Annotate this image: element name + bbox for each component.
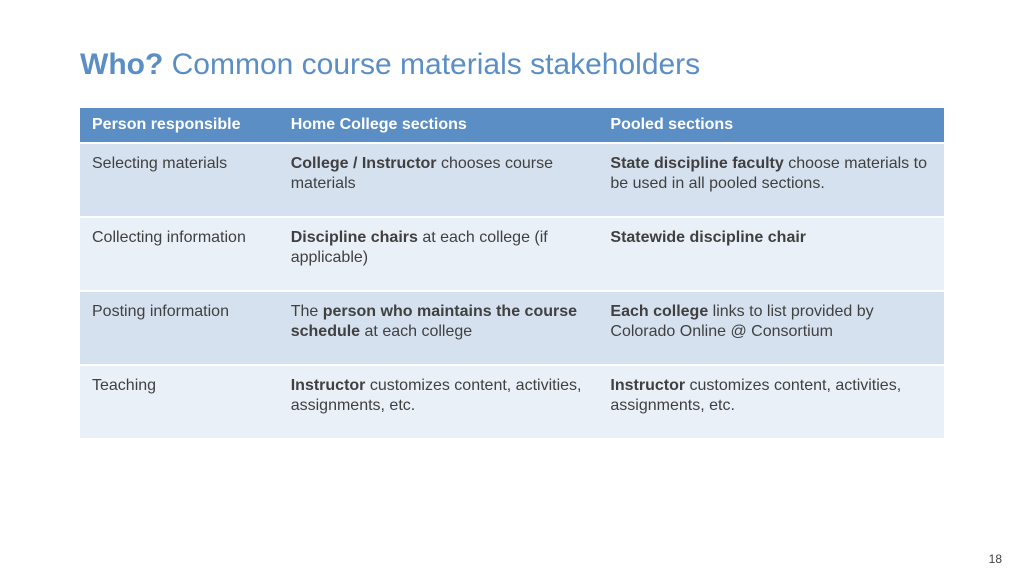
stakeholders-table: Person responsible Home College sections… <box>80 106 944 440</box>
table-row: Collecting information Discipline chairs… <box>80 218 944 290</box>
row-label: Teaching <box>80 366 279 438</box>
page-number: 18 <box>989 552 1002 566</box>
row-pool: Instructor customizes content, activitie… <box>598 366 944 438</box>
header-home: Home College sections <box>279 108 599 142</box>
table-row: Teaching Instructor customizes content, … <box>80 366 944 438</box>
table-header-row: Person responsible Home College sections… <box>80 108 944 142</box>
header-person: Person responsible <box>80 108 279 142</box>
slide-title: Who? Common course materials stakeholder… <box>80 48 944 82</box>
row-pool: Statewide discipline chair <box>598 218 944 290</box>
row-label: Selecting materials <box>80 144 279 216</box>
row-home: Instructor customizes content, activitie… <box>279 366 599 438</box>
title-bold: Who? <box>80 48 163 81</box>
slide: Who? Common course materials stakeholder… <box>0 0 1024 576</box>
row-pool: State discipline faculty choose material… <box>598 144 944 216</box>
title-rest: Common course materials stakeholders <box>163 48 700 81</box>
row-label: Posting information <box>80 292 279 364</box>
row-home: Discipline chairs at each college (if ap… <box>279 218 599 290</box>
row-home: College / Instructor chooses course mate… <box>279 144 599 216</box>
table-row: Selecting materials College / Instructor… <box>80 144 944 216</box>
row-home: The person who maintains the course sche… <box>279 292 599 364</box>
row-label: Collecting information <box>80 218 279 290</box>
header-pooled: Pooled sections <box>598 108 944 142</box>
table-row: Posting information The person who maint… <box>80 292 944 364</box>
row-pool: Each college links to list provided by C… <box>598 292 944 364</box>
